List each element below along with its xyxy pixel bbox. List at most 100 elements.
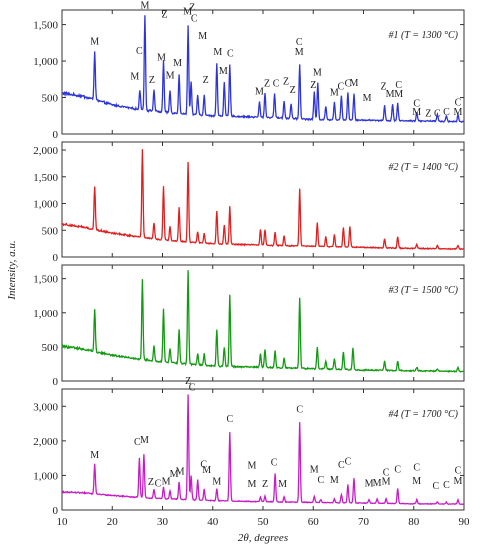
peak-label: C [413, 463, 420, 474]
peak-label: Z [283, 76, 289, 87]
peak-label: Z [161, 9, 167, 20]
peak-label: M [157, 52, 166, 63]
peak-label: M [90, 450, 99, 461]
peak-label: M [198, 31, 207, 42]
peak-label: C [226, 414, 233, 425]
x-tick-label: 80 [408, 516, 420, 528]
peak-label: M [386, 89, 395, 100]
peak-label: M [454, 476, 463, 487]
peak-label: C [394, 465, 401, 476]
peak-label: Z [264, 79, 270, 90]
peak-label: M [213, 47, 222, 58]
peak-label: Z [149, 75, 155, 86]
peak-label: M [454, 107, 463, 118]
peak-label: M [166, 71, 175, 82]
x-tick-label: 20 [107, 516, 119, 528]
y-tick-label: 0 [53, 252, 59, 264]
y-tick-label: 0 [53, 129, 59, 141]
y-tick-label: 1,000 [33, 56, 58, 68]
peak-label: C [134, 437, 141, 448]
peak-label: M [373, 478, 382, 489]
peak-label: M [295, 47, 304, 58]
x-tick-label: 40 [207, 516, 219, 528]
peak-label: M [140, 1, 149, 12]
peak-label: M [365, 478, 374, 489]
y-axis-title: Intensity, a.u. [6, 240, 18, 300]
peak-label: Z [185, 376, 191, 387]
y-tick-label: 1,000 [33, 199, 58, 211]
spectrum-line [61, 149, 464, 251]
peak-label: C [200, 459, 207, 470]
peak-label: M [310, 465, 319, 476]
x-tick-label: 30 [157, 516, 169, 528]
y-tick-label: 1,500 [33, 274, 58, 286]
x-tick-label: 10 [57, 516, 69, 528]
peak-label: M [313, 68, 322, 79]
y-tick-label: 1,000 [33, 308, 58, 320]
peak-label: M [219, 66, 228, 77]
peak-label: M [173, 58, 182, 69]
peak-label: C [345, 79, 352, 90]
peak-label: Z [310, 80, 316, 91]
peak-label: M [412, 107, 421, 118]
peak-label: Z [290, 85, 296, 96]
peak-label: C [189, 382, 196, 393]
spectrum-line [61, 15, 465, 123]
y-tick-label: 2,000 [33, 436, 58, 448]
peak-label: M [394, 89, 403, 100]
peak-label: M [170, 469, 179, 480]
peak-label: C [227, 49, 234, 60]
peak-label: C [433, 481, 440, 492]
peak-label: M [363, 93, 372, 104]
peak-label: C [296, 37, 303, 48]
peak-label: C [443, 480, 450, 491]
peak-label: M [382, 476, 391, 487]
peak-label: C [338, 82, 345, 93]
y-tick-label: 0 [53, 505, 59, 517]
peak-label: Z [425, 108, 431, 119]
panel-label: #1 (T = 1300 °C) [389, 30, 459, 41]
peak-label: M [162, 476, 171, 487]
peak-label: Z [262, 479, 268, 490]
y-tick-label: 500 [42, 342, 59, 354]
peak-label: M [412, 476, 421, 487]
peak-label: M [330, 87, 339, 98]
y-tick-label: 3,000 [33, 401, 58, 413]
peak-label: Z [381, 82, 387, 93]
y-tick-label: 500 [42, 225, 59, 237]
peak-label: C [443, 107, 450, 118]
peak-label: C [155, 478, 162, 489]
peak-label: M [278, 479, 287, 490]
peak-label: M [176, 467, 185, 478]
peak-label: Z [203, 75, 209, 86]
x-tick-label: 60 [308, 516, 320, 528]
peak-label: C [395, 80, 402, 91]
peak-label: C [273, 79, 280, 90]
panel-3: 0 500 1,000 1,500 #3 (T = 1500 °C) [33, 264, 465, 388]
peak-label: M [349, 78, 358, 89]
peak-label: C [413, 98, 420, 109]
peak-label: C [383, 467, 390, 478]
panel-frame [61, 264, 465, 382]
y-tick-label: 1,500 [33, 20, 58, 32]
spectrum-line [61, 270, 465, 374]
panel-frame [61, 141, 465, 258]
y-tick-label: 0 [53, 376, 59, 388]
x-axis-title: 2θ, degrees [238, 532, 288, 544]
panel-2: 0 500 1,000 1,500 2,000 #2 (T = 1400 °C) [33, 141, 465, 264]
peak-label: C [455, 98, 462, 109]
peak-label: C [434, 108, 441, 119]
x-tick-label: 50 [258, 516, 270, 528]
panel-label: #4 (T = 1700 °C) [389, 409, 459, 420]
peak-label: M [212, 476, 221, 487]
y-tick-label: 500 [42, 93, 59, 105]
peak-label: M [255, 87, 264, 98]
panel-frame [61, 388, 465, 511]
panel-label: #2 (T = 1400 °C) [389, 162, 459, 173]
spectrum-line [61, 394, 465, 506]
peak-label: C [136, 46, 143, 57]
